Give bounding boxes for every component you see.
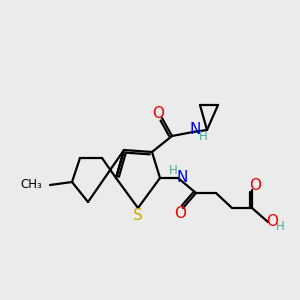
- Text: N: N: [189, 122, 201, 137]
- Text: S: S: [133, 208, 143, 223]
- Text: H: H: [199, 130, 207, 143]
- Text: O: O: [152, 106, 164, 122]
- Text: H: H: [276, 220, 284, 233]
- Text: CH₃: CH₃: [20, 178, 42, 191]
- Text: O: O: [249, 178, 261, 193]
- Text: O: O: [266, 214, 278, 230]
- Text: H: H: [169, 164, 177, 178]
- Text: O: O: [174, 206, 186, 220]
- Text: N: N: [176, 169, 188, 184]
